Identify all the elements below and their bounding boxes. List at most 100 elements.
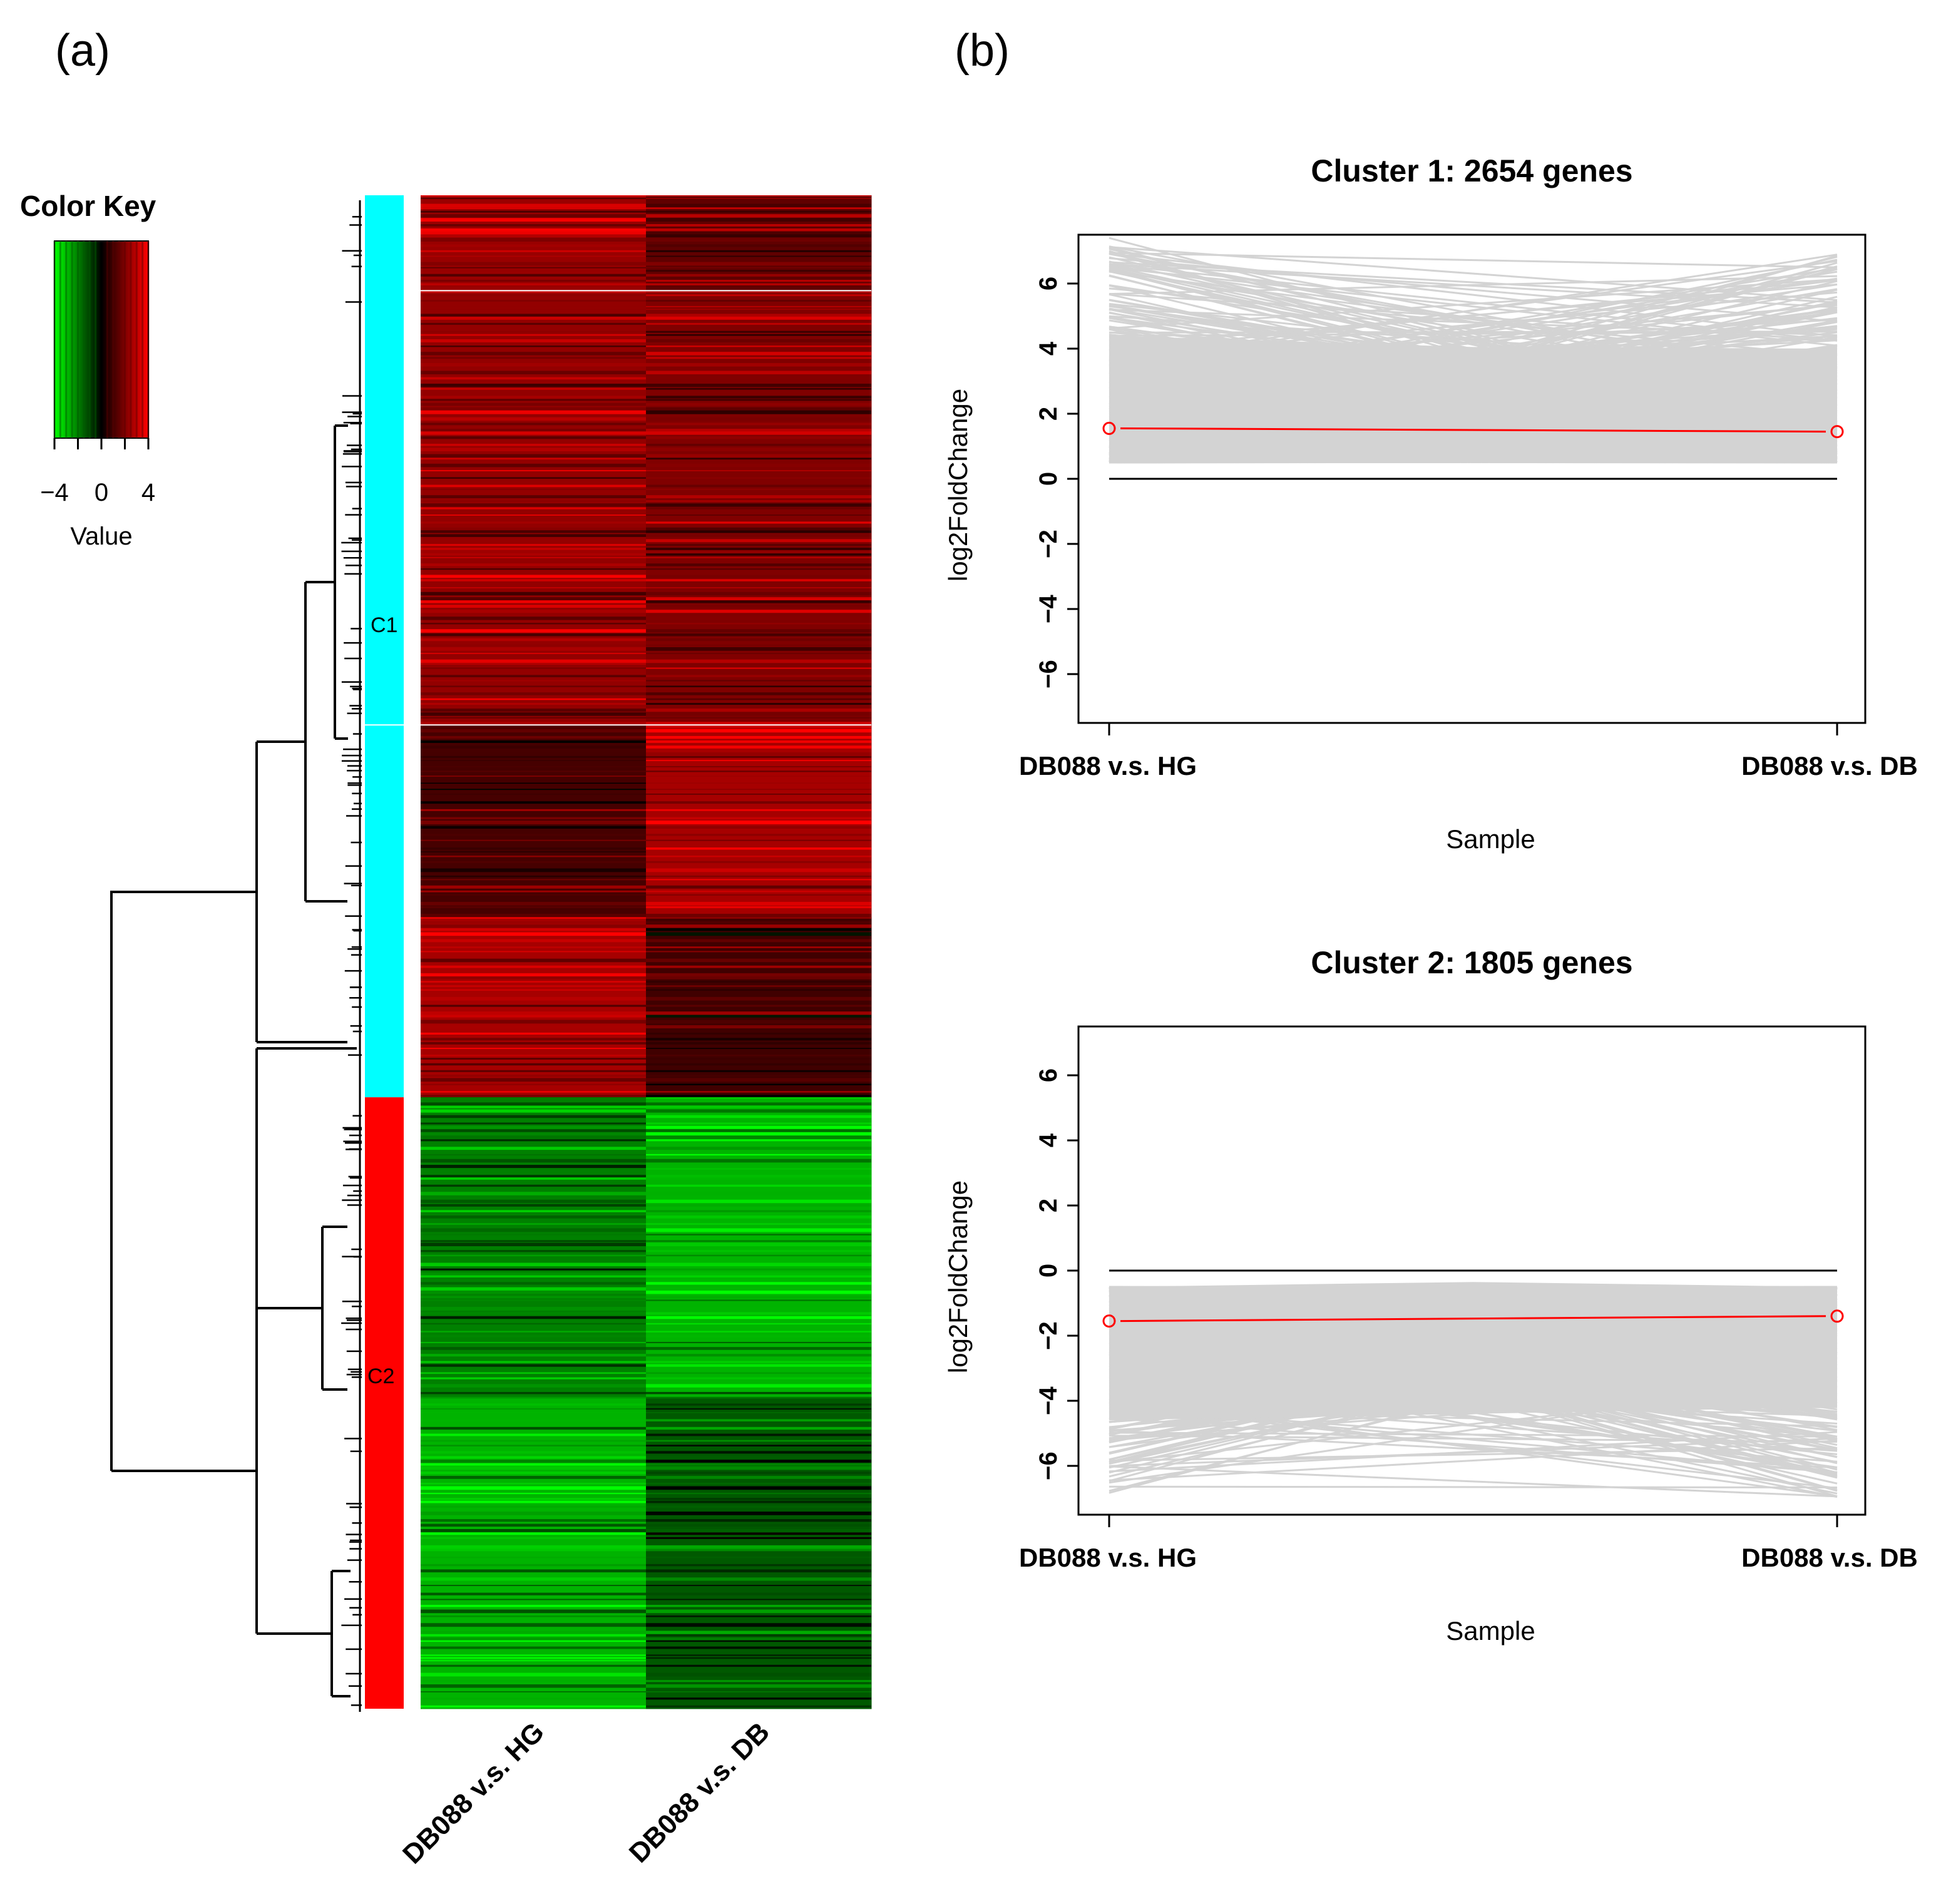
heatmap-row [646, 1159, 871, 1163]
heatmap-row [646, 218, 871, 222]
heatmap-row [421, 973, 646, 977]
heatmap-row [646, 717, 871, 719]
heatmap-row [646, 1210, 871, 1212]
heatmap-row [421, 879, 646, 881]
x-tick-label: DB088 v.s. DB [1741, 1543, 1918, 1572]
heatmap-row [421, 1493, 646, 1495]
heatmap-row [421, 770, 646, 772]
heatmap-row [646, 207, 871, 210]
heatmap-row [421, 1657, 646, 1659]
color-key-bars [53, 241, 150, 438]
heatmap-row [646, 1463, 871, 1466]
heatmap-row [646, 1396, 871, 1399]
heatmap-row [421, 500, 646, 502]
heatmap-row [646, 985, 871, 988]
heatmap-row [646, 667, 871, 669]
heatmap-row [421, 868, 646, 873]
heatmap-row [646, 617, 871, 620]
heatmap-row [646, 1577, 871, 1581]
heatmap-row [646, 659, 871, 663]
heatmap-row [421, 1623, 646, 1627]
heatmap-row [646, 300, 871, 302]
heatmap-row [421, 527, 646, 531]
heatmap-row [646, 703, 871, 705]
heatmap-row [421, 1498, 646, 1500]
heatmap-row [421, 448, 646, 451]
heatmap-row [646, 597, 871, 601]
heatmap-row [421, 1025, 646, 1029]
heatmap-row [421, 755, 646, 758]
y-tick-label: 2 [1035, 1199, 1062, 1212]
color-key-ticks: −4 0 4 [40, 438, 155, 506]
heatmap-row [646, 629, 871, 633]
heatmap-row [646, 1483, 871, 1485]
heatmap-row [421, 1048, 646, 1049]
heatmap-row [421, 1609, 646, 1614]
heatmap-row [421, 1433, 646, 1436]
heatmap-row [421, 981, 646, 983]
heatmap-row [646, 507, 871, 509]
mean-point [1830, 1309, 1844, 1323]
heatmap-row [646, 951, 871, 953]
heatmap-row [646, 605, 871, 608]
heatmap-block [646, 1097, 872, 1398]
heatmap-row [646, 709, 871, 712]
heatmap-row [646, 383, 871, 387]
heatmap-row [646, 1408, 871, 1410]
heatmap-row [421, 238, 646, 242]
heatmap-row [646, 1102, 871, 1106]
heatmap-row [646, 363, 871, 367]
heatmap-row [646, 1672, 871, 1677]
heatmap-row [646, 1175, 871, 1178]
heatmap-row [646, 722, 871, 726]
heatmap-row [421, 1519, 646, 1522]
heatmap-row [646, 402, 871, 406]
heatmap-row [646, 879, 871, 881]
heatmap-row [646, 1055, 871, 1057]
heatmap-row [646, 1290, 871, 1294]
heatmap-row [421, 1640, 646, 1642]
heatmap-row [421, 1290, 646, 1294]
heatmap-row [421, 387, 646, 390]
heatmap-row [421, 1361, 646, 1363]
heatmap-row [421, 1451, 646, 1454]
heatmap-row [421, 1223, 646, 1225]
heatmap-row [646, 856, 871, 857]
heatmap-row [646, 238, 871, 242]
heatmap-row [646, 1177, 871, 1180]
heatmap-row [421, 924, 646, 928]
heatmap-row [421, 1630, 646, 1635]
heatmap-row [421, 1391, 646, 1395]
heatmap-row [646, 1615, 871, 1617]
plot-title: Cluster 2: 1805 genes [1311, 945, 1632, 980]
heatmap-row [421, 600, 646, 603]
heatmap-row [646, 396, 871, 399]
heatmap-row [646, 1011, 871, 1015]
heatmap-row [646, 1377, 871, 1379]
heatmap-block [421, 1396, 647, 1709]
heatmap-row [421, 1577, 646, 1581]
heatmap-row [421, 856, 646, 857]
heatmap-row [646, 946, 871, 948]
heatmap-row [646, 357, 871, 359]
heatmap-row [646, 638, 871, 642]
heatmap-row [646, 760, 871, 761]
heatmap-row [421, 1184, 646, 1187]
heatmap-row [421, 1537, 646, 1539]
heatmap-row [646, 1500, 871, 1503]
heatmap-row [646, 1335, 871, 1338]
cluster-c1-bar [365, 195, 404, 1098]
heatmap-row [421, 274, 646, 277]
heatmap-row [421, 1102, 646, 1106]
heatmap-row [421, 357, 646, 359]
heatmap-row [421, 203, 646, 208]
heatmap-row [646, 939, 871, 943]
heatmap-row [421, 1122, 646, 1125]
heatmap-row [421, 521, 646, 524]
heatmap-row [421, 834, 646, 836]
gene-band [1109, 335, 1837, 463]
heatmap-row [646, 417, 871, 421]
heatmap-row [646, 544, 871, 546]
y-tick-label: −4 [1035, 1386, 1062, 1415]
gene-line [1109, 1431, 1838, 1473]
